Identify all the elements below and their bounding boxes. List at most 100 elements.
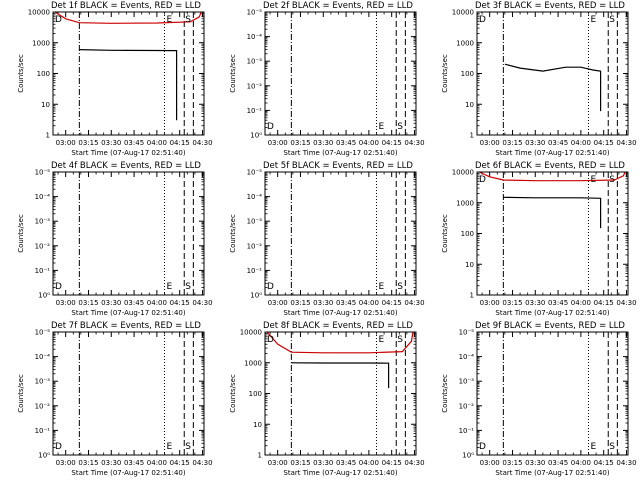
x-tick-label: 04:15 [594,139,614,147]
x-tick-label: 03:45 [124,299,144,307]
y-tick-label: 1 [258,452,262,460]
y-tick-label: 10⁻⁴ [459,353,475,361]
plot-frame [476,11,629,136]
x-tick-label: 03:00 [56,459,76,467]
events-series-line [503,196,602,229]
x-tick-label: 03:30 [101,459,121,467]
x-tick-label: 03:45 [124,459,144,467]
x-axis-label: Start Time (07-Aug-17 02:51:40) [283,309,397,317]
y-tick-label: 10⁻¹ [459,427,475,435]
y-tick-label: 10⁻³ [35,218,51,226]
panel-title: Det 8f BLACK = Events, RED = LLD [263,321,413,331]
x-tick-label: 04:30 [404,139,424,147]
plot-frame [264,11,417,136]
x-tick-label: 04:00 [571,459,591,467]
plot-frame [476,171,629,296]
x-tick-label: 03:15 [502,299,522,307]
y-tick-label: 1 [470,132,474,140]
y-tick-label: 10⁻⁵ [35,329,51,337]
y-tick-label: 10 [465,261,474,269]
panel-title: Det 7f BLACK = Events, RED = LLD [51,321,201,331]
y-tick-label: 10⁻⁴ [247,33,263,41]
x-tick-label: 03:45 [124,139,144,147]
y-tick-label: 1 [46,132,50,140]
x-tick-label: 03:15 [290,459,310,467]
marker-S: S [397,122,403,132]
panel-det-6: Det 6f BLACK = Events, RED = LLD 1 10 100 10… [441,161,637,317]
y-tick-label: 10000 [452,9,474,17]
y-tick-label: 1000 [456,39,474,47]
marker-S: S [185,442,191,452]
y-tick-label: 1 [470,292,474,300]
marker-S: S [609,15,615,25]
marker-E: E [590,15,596,25]
y-tick-label: 10⁻⁵ [35,169,51,177]
marker-E: E [166,282,172,292]
y-tick-label: 10⁰ [462,452,474,460]
y-tick-label: 10⁻⁵ [247,169,263,177]
x-tick-label: 03:00 [56,299,76,307]
panel-title: Det 2f BLACK = Events, RED = LLD [263,1,413,11]
y-axis-label: Counts/sec [441,214,449,253]
y-tick-label: 10⁻¹ [247,107,263,115]
y-axis-label: Counts/sec [441,374,449,413]
events-series-line [79,49,178,121]
y-tick-label: 10⁻⁵ [459,329,475,337]
y-axis-label: Counts/sec [229,54,237,93]
x-tick-label: 04:15 [170,139,190,147]
x-tick-label: 04:15 [382,299,402,307]
y-axis-label: Counts/sec [229,214,237,253]
marker-S: S [185,15,191,25]
lld-series-line [266,331,414,354]
marker-D: D [267,282,274,292]
panel-det-2: Det 2f BLACK = Events, RED = LLD 10⁰ 10⁻¹ 1… [229,1,425,157]
marker-E: E [378,282,384,292]
y-tick-label: 10 [465,101,474,109]
x-axis-label: Start Time (07-Aug-17 02:51:40) [71,309,185,317]
y-tick-label: 10⁻¹ [35,267,51,275]
x-tick-label: 03:30 [101,299,121,307]
x-tick-label: 04:15 [170,459,190,467]
x-tick-label: 03:45 [336,139,356,147]
x-tick-label: 03:45 [548,459,568,467]
y-tick-label: 10⁻³ [247,218,263,226]
marker-E: E [166,442,172,452]
x-tick-label: 04:30 [192,459,212,467]
y-tick-label: 10000 [452,169,474,177]
panel-det-4: Det 4f BLACK = Events, RED = LLD 10⁰ 10⁻¹ 1… [17,161,213,317]
plot-frame [52,331,205,456]
y-tick-label: 10000 [28,9,50,17]
x-tick-label: 04:15 [170,299,190,307]
x-tick-label: 04:30 [404,299,424,307]
x-tick-label: 04:00 [571,299,591,307]
marker-S: S [609,175,615,185]
y-tick-label: 10⁻⁴ [35,193,51,201]
x-tick-label: 03:30 [525,459,545,467]
marker-S: S [397,335,403,345]
x-tick-label: 03:00 [480,139,500,147]
y-tick-label: 10⁰ [38,452,50,460]
marker-D: D [267,122,274,132]
marker-E: E [378,335,384,345]
x-tick-label: 04:00 [571,139,591,147]
panel-det-1: Det 1f BLACK = Events, RED = LLD 1 10 100 10… [17,1,213,157]
x-tick-label: 03:30 [313,299,333,307]
y-axis-label: Counts/sec [441,54,449,93]
marker-D: D [55,282,62,292]
y-tick-label: 10⁰ [38,292,50,300]
plot-frame [52,11,205,136]
x-tick-label: 03:30 [525,139,545,147]
x-tick-label: 04:30 [616,459,636,467]
panel-title: Det 5f BLACK = Events, RED = LLD [263,161,413,171]
x-tick-label: 04:15 [382,139,402,147]
marker-D: D [479,442,486,452]
marker-D: D [267,335,274,345]
lld-series-line [478,171,626,182]
y-tick-label: 1000 [244,359,262,367]
y-axis-label: Counts/sec [17,374,25,413]
x-tick-label: 04:30 [192,139,212,147]
y-tick-label: 10 [253,421,262,429]
y-tick-label: 10⁰ [250,132,262,140]
y-tick-label: 10⁻³ [459,378,475,386]
